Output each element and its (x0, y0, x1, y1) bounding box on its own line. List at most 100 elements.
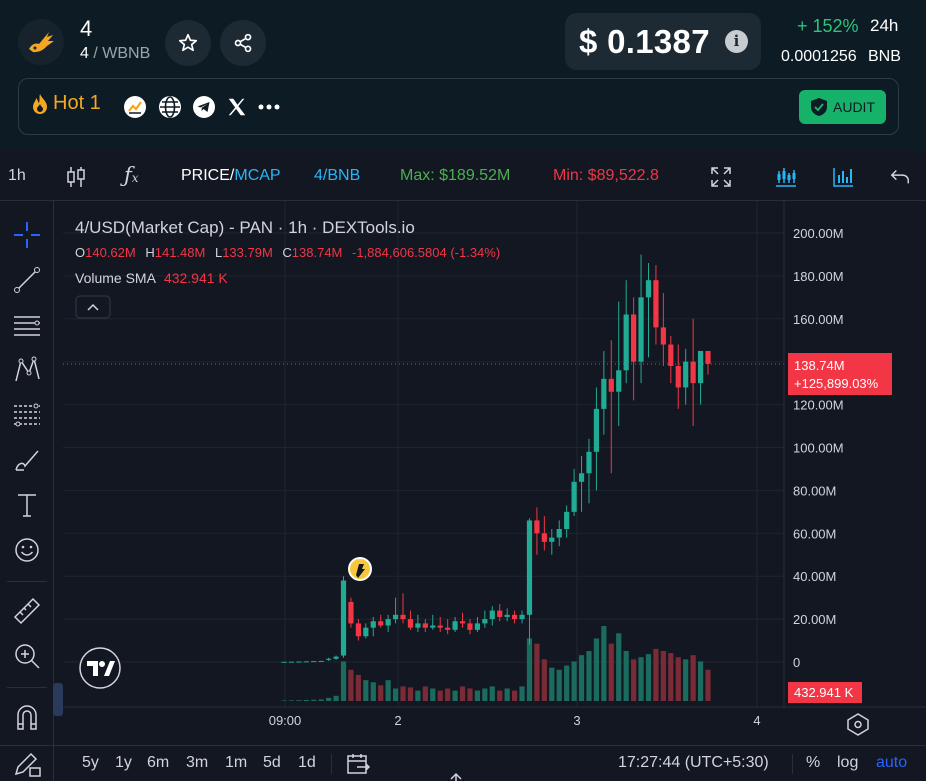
zoom-tool[interactable] (11, 640, 43, 672)
share-button[interactable] (220, 20, 266, 66)
fullscreen-button[interactable] (709, 165, 733, 194)
dextools-link[interactable] (123, 95, 147, 119)
smiley-icon (15, 538, 39, 562)
trendline-icon (14, 267, 40, 293)
text-tool[interactable] (11, 489, 43, 521)
volume-bar (526, 638, 533, 701)
interval-selector[interactable]: 1h (8, 167, 26, 184)
last-price-value: 138.74M (794, 358, 845, 373)
magnet-tool[interactable] (11, 701, 43, 733)
favorite-button[interactable] (165, 20, 211, 66)
candle-body (668, 344, 674, 366)
candle-body (296, 661, 302, 663)
telegram-link[interactable] (192, 95, 216, 119)
clock-time[interactable]: 17:27:44 (UTC+5:30) (618, 754, 769, 771)
audit-button[interactable]: AUDIT (799, 90, 886, 124)
volume-bar (311, 699, 317, 701)
volume-bar (519, 686, 525, 701)
candle-body (556, 529, 562, 538)
pair-toggle[interactable]: 4/BNB (314, 167, 361, 184)
website-link[interactable] (158, 95, 182, 119)
volume-bar (415, 690, 421, 701)
volume-bar (556, 669, 562, 701)
event-marker-icon[interactable] (348, 557, 372, 581)
time-axis[interactable]: 09:00 2 3 4 (269, 713, 761, 728)
volume-bar (631, 659, 637, 701)
volume-bar (586, 651, 592, 701)
auto-toggle[interactable]: auto (876, 754, 908, 771)
price-bnb-unit: BNB (868, 48, 901, 65)
log-toggle[interactable]: log (837, 754, 859, 771)
range-1d[interactable]: 1d (298, 754, 316, 771)
volume-bar (489, 686, 495, 701)
toolbar-scrollbar[interactable] (53, 683, 63, 716)
chart-style-button[interactable] (774, 165, 798, 194)
range-3m[interactable]: 3m (186, 754, 209, 771)
brush-tool[interactable] (11, 444, 43, 476)
range-5d[interactable]: 5d (263, 754, 281, 771)
ruler-icon (13, 597, 41, 625)
range-5y[interactable]: 5y (82, 754, 99, 771)
collapse-legend-button[interactable] (75, 295, 111, 319)
candle-body (385, 619, 391, 626)
y-tick-label: 180.00M (793, 269, 844, 284)
price-axis[interactable]: 200.00M180.00M160.00M140.00M120.00M100.0… (793, 226, 844, 670)
fullscreen-icon (711, 167, 731, 187)
range-1m[interactable]: 1m (225, 754, 248, 771)
ruler-tool[interactable] (11, 595, 43, 627)
text-icon (18, 494, 36, 517)
candle-body (675, 365, 681, 388)
zoom-in-icon (15, 644, 40, 669)
indicators-button[interactable]: ƒx (124, 163, 139, 187)
candle-type-button[interactable] (66, 165, 86, 194)
share-icon (234, 33, 252, 53)
volume-bar (616, 633, 622, 701)
candles-icon (67, 167, 85, 187)
volume-bar (482, 688, 488, 701)
links-bar: Hot 1 AUDIT (18, 78, 899, 135)
volume-bar (437, 690, 443, 701)
calendar-icon (347, 754, 371, 774)
time-axis-settings-icon[interactable] (847, 713, 869, 736)
volume-label: Volume SMA (75, 270, 157, 286)
volume-bar (467, 688, 473, 701)
undo-button[interactable] (889, 165, 911, 192)
range-6m[interactable]: 6m (147, 754, 170, 771)
volume-bar (459, 686, 466, 701)
price-box: $ 0.1387 i (565, 13, 761, 70)
volume-style-button[interactable] (831, 165, 855, 194)
more-button[interactable] (257, 95, 281, 119)
drawing-toolbar (0, 201, 54, 781)
token-logo (18, 19, 64, 65)
scroll-up-icon[interactable] (449, 768, 463, 781)
volume-bar (578, 655, 585, 701)
more-icon (258, 104, 280, 110)
emoji-tool[interactable] (11, 534, 43, 566)
volume-bar (511, 690, 518, 701)
pattern-tool[interactable] (11, 354, 43, 386)
candle-body (541, 533, 547, 542)
crosshair-tool[interactable] (11, 219, 43, 251)
lines-tool[interactable] (11, 309, 43, 341)
candle-body (467, 623, 473, 630)
price-mcap-toggle[interactable]: PRICE/MCAP (181, 167, 281, 185)
candle-body (638, 297, 644, 362)
range-1y[interactable]: 1y (115, 754, 132, 771)
info-icon[interactable]: i (725, 30, 748, 53)
x-link[interactable] (225, 95, 249, 119)
tradingview-logo[interactable] (79, 647, 121, 689)
candle-body (497, 610, 503, 617)
y-tick-label: 80.00M (793, 483, 836, 498)
trendline-tool[interactable] (11, 264, 43, 296)
price-bnb: 0.0001256 (781, 48, 857, 65)
goto-date-button[interactable] (345, 752, 371, 781)
candle-body (318, 660, 324, 662)
volume-bar (534, 643, 540, 701)
volume-bar (675, 657, 681, 701)
lock-draw-tool[interactable] (11, 747, 43, 779)
fib-tool[interactable] (11, 399, 43, 431)
price-chart[interactable]: 200.00M180.00M160.00M140.00M120.00M100.0… (55, 201, 926, 749)
percent-toggle[interactable]: % (806, 754, 821, 771)
hot-rank[interactable]: Hot 1 (30, 92, 101, 115)
candle-body (311, 661, 317, 663)
